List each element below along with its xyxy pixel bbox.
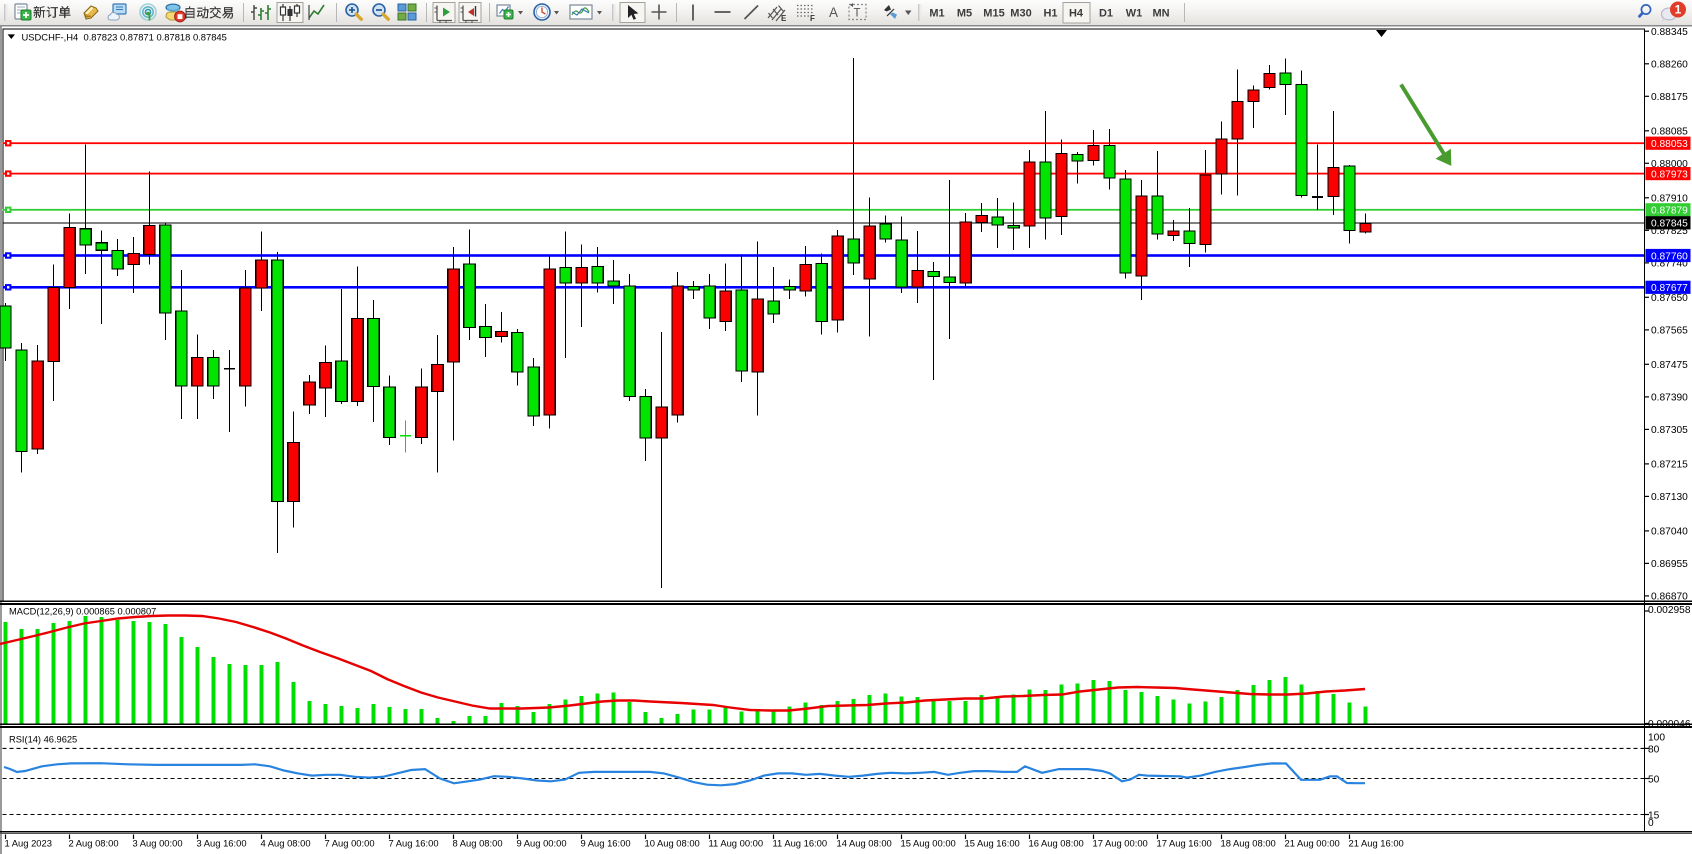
svg-text:8 Aug 08:00: 8 Aug 08:00 (453, 838, 503, 849)
svg-text:18 Aug 08:00: 18 Aug 08:00 (1221, 838, 1276, 849)
svg-text:0.87650: 0.87650 (1651, 293, 1688, 304)
svg-text:0.87973: 0.87973 (1651, 169, 1688, 180)
svg-text:4 Aug 08:00: 4 Aug 08:00 (261, 838, 311, 849)
svg-text:80: 80 (1648, 745, 1660, 756)
svg-text:2 Aug 08:00: 2 Aug 08:00 (69, 838, 119, 849)
svg-text:9 Aug 00:00: 9 Aug 00:00 (517, 838, 567, 849)
svg-text:A: A (829, 5, 838, 20)
svg-text:15 Aug 00:00: 15 Aug 00:00 (901, 838, 956, 849)
svg-text:M30: M30 (1010, 8, 1031, 20)
svg-text:0.87475: 0.87475 (1651, 360, 1688, 371)
svg-text:50: 50 (1648, 775, 1660, 786)
svg-text:0.88175: 0.88175 (1651, 92, 1688, 103)
svg-text:USDCHF-,H4 0.87823 0.87871 0.: USDCHF-,H4 0.87823 0.87871 0.87818 0.878… (22, 32, 227, 43)
svg-text:M1: M1 (929, 8, 944, 20)
svg-text:0.87565: 0.87565 (1651, 326, 1688, 337)
svg-text:0.88085: 0.88085 (1651, 127, 1688, 138)
svg-text:0.87879: 0.87879 (1651, 206, 1688, 217)
svg-text:0: 0 (1648, 818, 1654, 829)
svg-text:0.87130: 0.87130 (1651, 492, 1688, 503)
svg-text:0.87305: 0.87305 (1651, 425, 1688, 436)
svg-text:E: E (781, 14, 787, 23)
svg-text:17 Aug 00:00: 17 Aug 00:00 (1093, 838, 1148, 849)
svg-text:16 Aug 08:00: 16 Aug 08:00 (1029, 838, 1084, 849)
svg-text:14 Aug 08:00: 14 Aug 08:00 (837, 838, 892, 849)
svg-text:F: F (810, 14, 815, 23)
svg-text:15: 15 (1648, 811, 1660, 822)
svg-text:T: T (854, 8, 861, 20)
svg-text:7 Aug 00:00: 7 Aug 00:00 (325, 838, 375, 849)
svg-text:0.88000: 0.88000 (1651, 159, 1688, 170)
svg-text:0.88260: 0.88260 (1651, 60, 1688, 71)
svg-text:10 Aug 08:00: 10 Aug 08:00 (645, 838, 700, 849)
svg-text:MACD(12,26,9) 0.000865 0.00080: MACD(12,26,9) 0.000865 0.000807 (9, 607, 156, 617)
svg-text:0.87215: 0.87215 (1651, 460, 1688, 471)
svg-text:MN: MN (1152, 8, 1169, 20)
svg-text:0.87740: 0.87740 (1651, 259, 1688, 270)
svg-text:1: 1 (1675, 3, 1682, 17)
svg-text:0.87910: 0.87910 (1651, 194, 1688, 205)
svg-text:3 Aug 00:00: 3 Aug 00:00 (133, 838, 183, 849)
svg-text:0.87760: 0.87760 (1651, 251, 1688, 262)
svg-text:W1: W1 (1126, 8, 1143, 20)
svg-text:0.87845: 0.87845 (1651, 219, 1688, 230)
svg-text:17 Aug 16:00: 17 Aug 16:00 (1157, 838, 1212, 849)
svg-text:RSI(14) 46.9625: RSI(14) 46.9625 (9, 735, 77, 745)
svg-text:0.000046: 0.000046 (1648, 719, 1691, 730)
svg-text:M15: M15 (983, 8, 1004, 20)
svg-text:0.86955: 0.86955 (1651, 559, 1688, 570)
svg-text:7 Aug 16:00: 7 Aug 16:00 (389, 838, 439, 849)
svg-text:21 Aug 16:00: 21 Aug 16:00 (1349, 838, 1404, 849)
svg-text:0.87825: 0.87825 (1651, 226, 1688, 237)
svg-text:H4: H4 (1069, 8, 1084, 20)
svg-text:3 Aug 16:00: 3 Aug 16:00 (197, 838, 247, 849)
svg-text:M5: M5 (957, 8, 972, 20)
svg-text:0.002958: 0.002958 (1648, 605, 1691, 616)
svg-text:0.88053: 0.88053 (1651, 139, 1688, 150)
svg-text:100: 100 (1648, 733, 1665, 744)
svg-text:0.87040: 0.87040 (1651, 527, 1688, 538)
svg-text:21 Aug 00:00: 21 Aug 00:00 (1285, 838, 1340, 849)
svg-text:0.87677: 0.87677 (1651, 283, 1688, 294)
svg-text:11 Aug 16:00: 11 Aug 16:00 (773, 838, 828, 849)
svg-text:0.86870: 0.86870 (1651, 592, 1688, 603)
svg-text:15 Aug 16:00: 15 Aug 16:00 (965, 838, 1020, 849)
svg-text:11 Aug 00:00: 11 Aug 00:00 (709, 838, 764, 849)
svg-text:9 Aug 16:00: 9 Aug 16:00 (581, 838, 631, 849)
svg-text:D1: D1 (1099, 8, 1113, 20)
svg-text:H1: H1 (1043, 8, 1057, 20)
svg-text:0.87390: 0.87390 (1651, 393, 1688, 404)
svg-text:1 Aug 2023: 1 Aug 2023 (5, 838, 52, 849)
svg-text:0.88345: 0.88345 (1651, 27, 1688, 38)
